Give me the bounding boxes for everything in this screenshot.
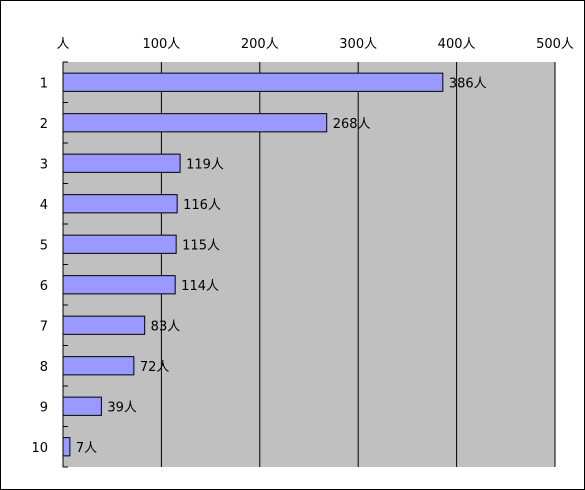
category-label: 7 [40,319,48,334]
x-tick-label: 500人 [536,37,574,52]
bar [62,153,181,173]
x-tick-label: 200人 [241,37,279,52]
x-axis-tick-labels: 人 100人 200人 300人 400人 500人 [56,37,573,52]
data-labels: 386人 268人 119人 116人 115人 114人 83人 72人 39人 7人 [76,76,487,456]
bar [62,194,178,214]
category-label: 3 [40,157,48,172]
bar [62,315,146,335]
category-label: 9 [40,400,48,415]
bar [62,356,135,376]
x-tick-label: 人 [56,37,69,52]
category-labels: 1 2 3 4 5 6 7 8 9 10 [31,76,48,456]
category-label: 6 [40,279,48,294]
bar [62,396,102,416]
category-label: 5 [40,238,48,253]
data-label: 119人 [186,157,224,172]
data-label: 268人 [333,117,371,132]
data-label: 83人 [151,319,181,334]
data-label: 72人 [140,360,170,375]
category-label: 1 [40,76,48,91]
x-tick-label: 300人 [339,37,377,52]
x-tick-label: 100人 [142,37,180,52]
bar [62,113,328,133]
data-label: 7人 [76,441,97,456]
data-label: 115人 [182,238,220,253]
bar [62,275,176,295]
data-label: 116人 [183,198,221,213]
bars [62,72,444,457]
category-label: 10 [31,441,48,456]
category-label: 4 [40,198,48,213]
bar [62,72,444,92]
x-tick-label: 400人 [438,37,476,52]
data-label: 39人 [107,400,137,415]
bar [62,437,71,457]
data-label: 386人 [449,76,487,91]
category-label: 8 [40,360,48,375]
data-label: 114人 [181,279,219,294]
category-label: 2 [40,117,48,132]
bar [62,234,177,254]
